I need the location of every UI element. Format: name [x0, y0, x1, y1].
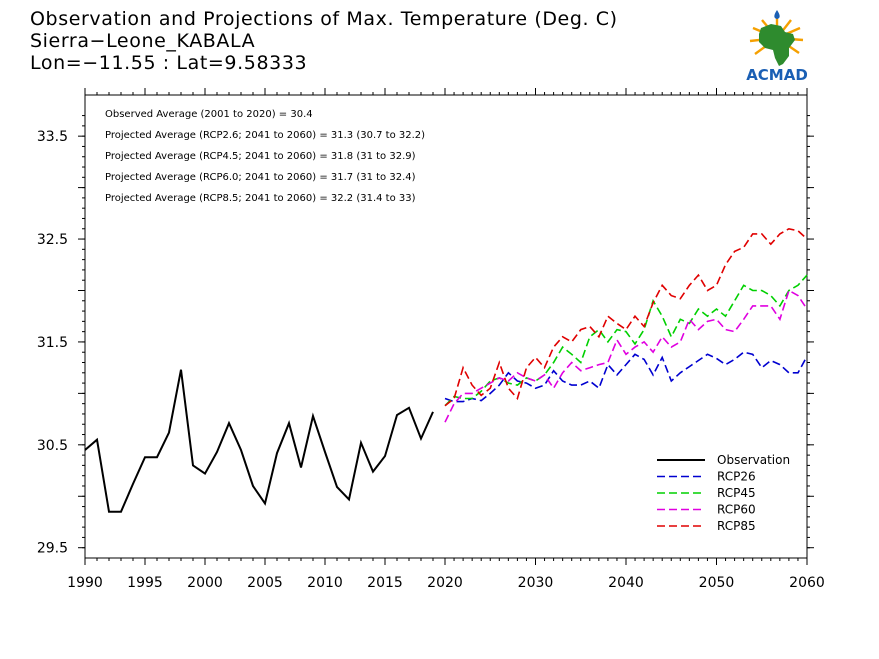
annotation-line: Projected Average (RCP4.5; 2041 to 2060)… [105, 151, 416, 162]
x-tick-label: 1990 [67, 575, 103, 591]
x-tick-label: 1995 [127, 575, 163, 591]
annotation-line: Observed Average (2001 to 2020) = 30.4 [105, 109, 313, 120]
annotation-line: Projected Average (RCP6.0; 2041 to 2060)… [105, 172, 416, 183]
y-tick-label: 33.5 [37, 129, 68, 145]
y-tick-label: 30.5 [37, 438, 68, 454]
y-axis: 29.5 30.5 31.5 32.5 33.5 [37, 115, 814, 557]
legend-label-rcp26: RCP26 [717, 470, 756, 484]
water-drop-icon [774, 10, 780, 19]
legend-label-rcp45: RCP45 [717, 486, 756, 500]
y-tick-label: 31.5 [37, 335, 68, 351]
series-layer [84, 227, 808, 513]
title-block: Observation and Projections of Max. Temp… [30, 8, 618, 74]
x-tick-label: 2050 [699, 575, 735, 591]
x-tick-label: 2020 [427, 575, 463, 591]
series-line-rcp60 [444, 289, 808, 423]
legend: Observation RCP26 RCP45 RCP60 RCP85 [657, 453, 790, 533]
location-name: Sierra−Leone_KABALA [30, 30, 256, 52]
x-tick-label: 2030 [518, 575, 554, 591]
africa-map-icon [759, 24, 795, 66]
x-tick-label: 2005 [247, 575, 283, 591]
x-tick-label: 2040 [608, 575, 644, 591]
acmad-logo: ACMAD [746, 10, 808, 84]
chart-title: Observation and Projections of Max. Temp… [30, 8, 618, 30]
x-tick-label: 2015 [367, 575, 403, 591]
x-tick-label: 2060 [789, 575, 825, 591]
plot-frame [84, 94, 808, 559]
series-line-rcp26 [444, 351, 808, 403]
annotation-line: Projected Average (RCP8.5; 2041 to 2060)… [105, 193, 416, 204]
x-axis: 1990 1995 2000 2005 2010 2015 2020 2030 2040 2050… [67, 88, 825, 591]
legend-label-rcp60: RCP60 [717, 503, 756, 517]
logo-text: ACMAD [746, 66, 808, 84]
annotation-line: Projected Average (RCP2.6; 2041 to 2060)… [105, 130, 425, 141]
annotations: Observed Average (2001 to 2020) = 30.4 Pr… [105, 109, 425, 204]
location-coordinates: Lon=−11.55 : Lat=9.58333 [30, 52, 308, 74]
y-tick-label: 29.5 [37, 541, 68, 557]
x-tick-label: 2010 [307, 575, 343, 591]
x-tick-label: 2000 [187, 575, 223, 591]
legend-label-rcp85: RCP85 [717, 519, 756, 533]
series-line-rcp85 [444, 227, 808, 407]
series-line-observation [84, 369, 434, 513]
y-tick-label: 32.5 [37, 232, 68, 248]
legend-label-observation: Observation [717, 453, 790, 467]
